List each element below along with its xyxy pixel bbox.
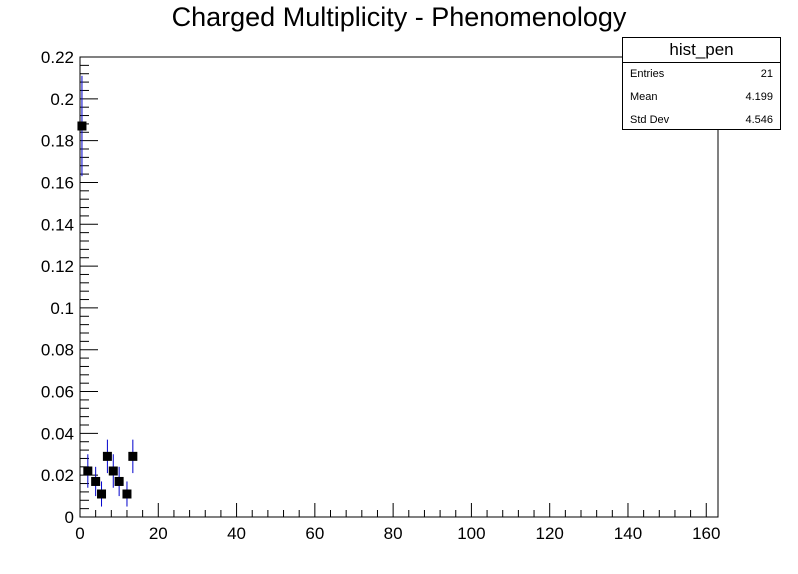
x-tick-label: 0 bbox=[75, 524, 84, 543]
y-tick-label: 0.04 bbox=[41, 424, 74, 443]
x-tick-label: 100 bbox=[457, 524, 485, 543]
stats-box: hist_pen Entries 21 Mean 4.199 Std Dev 4… bbox=[622, 37, 781, 130]
stats-value: 4.199 bbox=[745, 91, 773, 103]
y-tick-label: 0.16 bbox=[41, 173, 74, 192]
stats-row-mean: Mean 4.199 bbox=[623, 86, 780, 109]
stats-value: 21 bbox=[760, 68, 773, 80]
data-point bbox=[91, 476, 101, 486]
data-point bbox=[102, 451, 112, 461]
stats-value: 4.546 bbox=[745, 114, 773, 126]
x-tick-label: 160 bbox=[692, 524, 720, 543]
y-tick-label: 0.1 bbox=[50, 299, 74, 318]
y-ticks: 0 0.02 0.04 0.06 0.08 0.1 0.12 0.14 0.16 0.18 0.2 0… bbox=[41, 48, 98, 527]
stats-label: Mean bbox=[630, 91, 658, 103]
chart-title: Charged Multiplicity - Phenomenology bbox=[171, 2, 627, 32]
data-point bbox=[122, 489, 132, 499]
stats-label: Std Dev bbox=[630, 114, 670, 126]
x-tick-label: 20 bbox=[149, 524, 168, 543]
y-tick-label: 0.02 bbox=[41, 466, 74, 485]
x-tick-label: 60 bbox=[305, 524, 324, 543]
y-tick-label: 0.18 bbox=[41, 132, 74, 151]
x-ticks: 0 20 40 60 80 100 120 140 160 bbox=[75, 503, 720, 543]
data-point bbox=[77, 121, 87, 131]
x-tick-label: 120 bbox=[536, 524, 564, 543]
data-point bbox=[83, 466, 93, 476]
data-point bbox=[128, 451, 138, 461]
stats-label: Entries bbox=[630, 68, 665, 80]
y-tick-label: 0.2 bbox=[50, 90, 74, 109]
data-point bbox=[114, 476, 124, 486]
plot-frame bbox=[79, 56, 719, 518]
y-tick-label: 0.14 bbox=[41, 215, 74, 234]
y-tick-label: 0.08 bbox=[41, 341, 74, 360]
x-tick-label: 80 bbox=[384, 524, 403, 543]
stats-row-entries: Entries 21 bbox=[623, 63, 780, 86]
y-tick-label: 0.06 bbox=[41, 383, 74, 402]
data-points bbox=[77, 75, 138, 507]
y-tick-label: 0.22 bbox=[41, 48, 74, 67]
data-point bbox=[97, 489, 107, 499]
y-tick-label: 0 bbox=[65, 508, 74, 527]
stats-row-stddev: Std Dev 4.546 bbox=[623, 109, 780, 132]
x-tick-label: 40 bbox=[227, 524, 246, 543]
y-tick-label: 0.12 bbox=[41, 257, 74, 276]
axes bbox=[79, 56, 719, 518]
x-tick-label: 140 bbox=[614, 524, 642, 543]
stats-title: hist_pen bbox=[623, 38, 780, 63]
data-point bbox=[108, 466, 118, 476]
